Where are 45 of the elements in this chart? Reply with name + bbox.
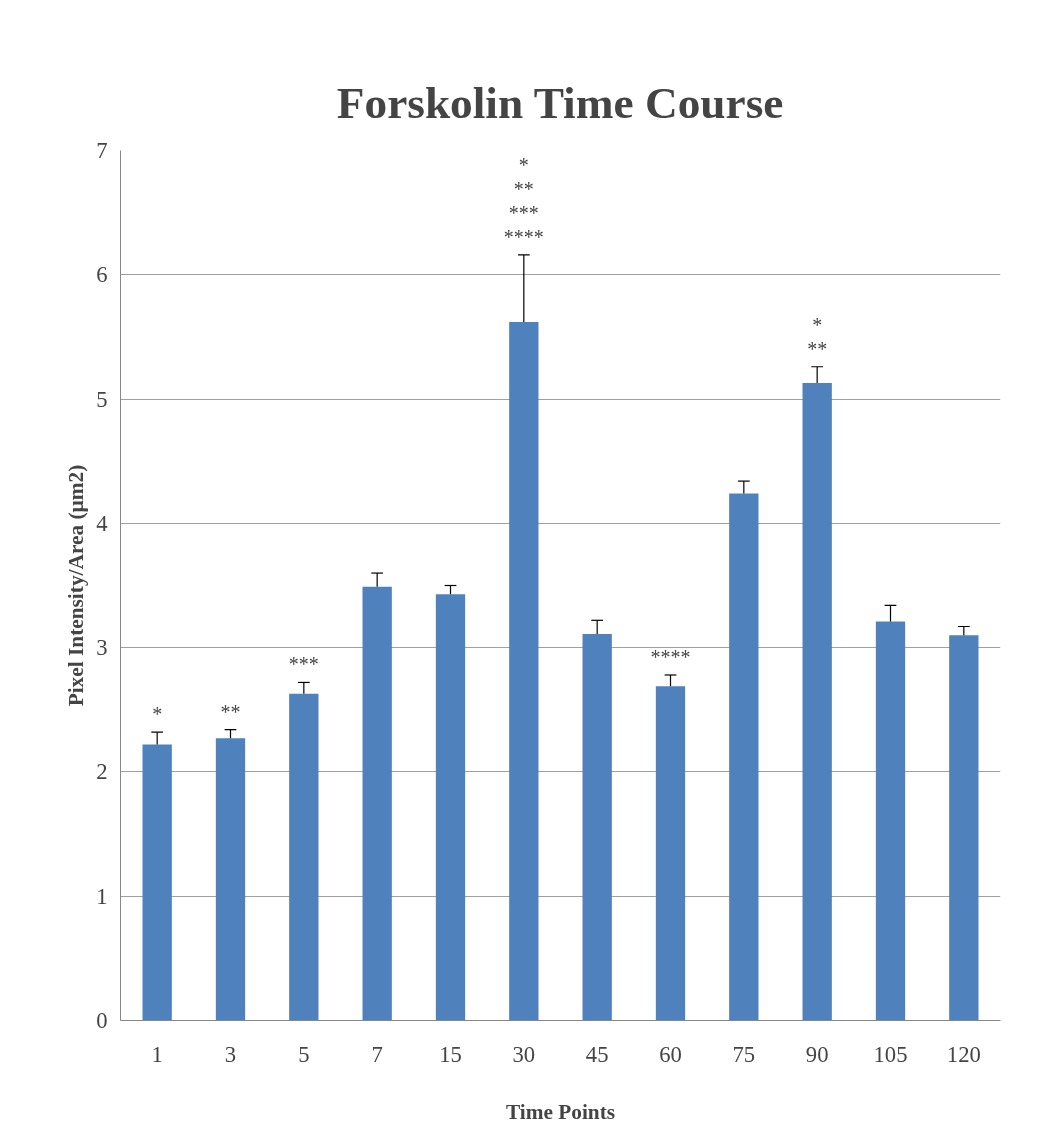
annotation: * [518,153,529,176]
annotation: **** [503,225,544,248]
bar [802,382,832,1021]
y-tick-label: 5 [96,386,108,412]
x-tick-label: 75 [732,1041,756,1067]
x-tick-label: 15 [439,1041,462,1067]
x-tick-label: 3 [224,1041,237,1067]
bar [215,738,246,1021]
bar [362,586,392,1021]
x-tick-label: 1 [151,1041,163,1067]
y-tick-label: 2 [96,759,108,785]
x-tick-label: 45 [585,1041,609,1067]
bar [142,744,172,1021]
annotation: ** [807,337,828,360]
x-tick-label: 5 [298,1041,310,1067]
bar [949,635,979,1021]
x-tick-label: 30 [512,1041,536,1067]
bar [655,686,686,1021]
x-tick-label: 7 [371,1041,383,1067]
y-tick-label: 1 [96,883,108,909]
y-axis-title: Pixel Intensity/Area (µm2) [64,464,89,707]
x-tick-label: 60 [659,1041,682,1067]
y-tick-label: 6 [96,262,108,288]
x-axis-title: Time Points [505,1099,616,1124]
bar [582,633,612,1021]
chart-title: Forskolin Time Course [336,78,784,128]
x-tick-label: 120 [946,1041,981,1067]
annotation: * [812,313,823,336]
annotation: * [152,703,163,726]
y-tick-label: 3 [96,635,108,661]
annotation: ** [513,177,534,200]
annotation: **** [650,645,691,668]
y-tick-label: 7 [96,138,108,163]
bar [509,322,539,1021]
x-tick-label: 90 [805,1041,829,1067]
x-tick-label: 105 [873,1041,908,1067]
annotation: *** [288,653,319,676]
bar [435,594,466,1021]
bar [729,493,759,1021]
annotation: ** [220,700,241,723]
annotation: *** [508,201,539,224]
y-tick-label: 4 [96,510,108,536]
y-tick-label: 0 [96,1008,108,1033]
bar [875,621,906,1021]
bar [289,693,319,1021]
